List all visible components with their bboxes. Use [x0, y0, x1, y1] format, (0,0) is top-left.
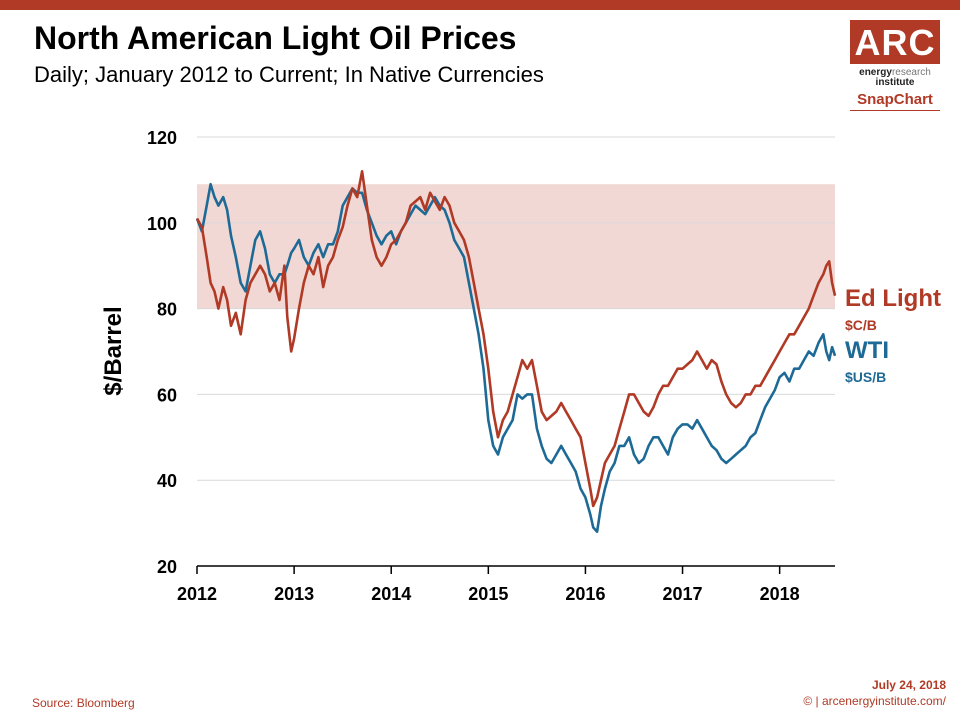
shaded-band — [197, 184, 835, 309]
chart-subtitle: Daily; January 2012 to Current; In Nativ… — [34, 62, 544, 87]
y-tick-label: 60 — [157, 385, 177, 405]
y-tick-label: 20 — [157, 557, 177, 577]
logo-line-1b: research — [891, 67, 931, 78]
legend-unit-wti: $US/B — [845, 369, 886, 385]
source-note: Source: Bloomberg — [32, 696, 135, 710]
y-tick-label: 40 — [157, 471, 177, 491]
logo-brand: ARC — [850, 20, 940, 64]
website-link[interactable]: © | arcenergyinstitute.com/ — [803, 694, 946, 708]
arc-logo: ARC energyresearch institute SnapChart — [850, 20, 948, 120]
x-tick-label: 2015 — [468, 584, 508, 604]
y-axis-label: $/Barrel — [100, 306, 127, 395]
y-tick-label: 100 — [147, 214, 177, 234]
legend-label-ed-light: Ed Light — [845, 285, 941, 312]
legend-label-wti: WTI — [845, 337, 889, 364]
x-tick-label: 2018 — [760, 584, 800, 604]
chart-date: July 24, 2018 — [871, 678, 946, 692]
logo-snapchart: SnapChart — [857, 91, 933, 108]
chart-title: North American Light Oil Prices — [34, 20, 517, 56]
x-tick-label: 2013 — [274, 584, 314, 604]
top-accent-bar — [0, 0, 960, 10]
x-tick-label: 2016 — [565, 584, 605, 604]
legend-unit-ed-light: $C/B — [845, 317, 877, 333]
logo-line-1a: energy — [859, 67, 892, 78]
y-tick-label: 80 — [157, 300, 177, 320]
logo-rule — [850, 110, 940, 111]
series-line-wti — [195, 182, 837, 534]
series-line-ed-light — [195, 170, 837, 508]
logo-line-1: energyresearch — [850, 68, 940, 78]
y-tick-label: 120 — [147, 128, 177, 148]
x-tick-label: 2017 — [663, 584, 703, 604]
x-tick-label: 2014 — [371, 584, 411, 604]
x-tick-label: 2012 — [177, 584, 217, 604]
logo-line-2: institute — [875, 77, 915, 88]
